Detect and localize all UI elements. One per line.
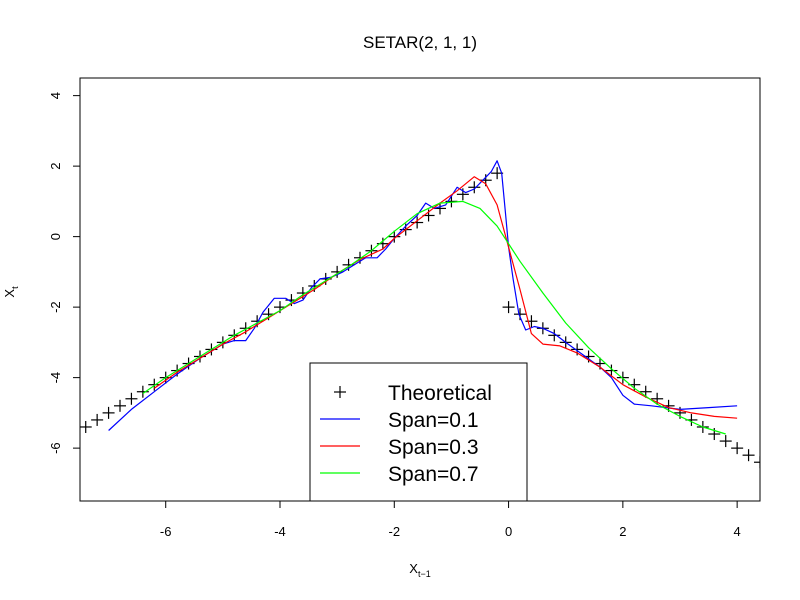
legend-label: Theoretical (388, 382, 492, 405)
point-marker (468, 181, 481, 194)
point-marker (525, 315, 538, 328)
point-marker (754, 456, 760, 469)
x-tick-label: -2 (389, 524, 401, 539)
legend-marker (334, 386, 346, 398)
y-axis: -6 -4 -2 0 2 4 (48, 92, 80, 454)
point-marker (114, 399, 126, 412)
y-tick-label: -2 (48, 301, 63, 313)
series-line-span-0-7 (142, 200, 726, 435)
y-tick-label: -4 (48, 372, 63, 384)
y-tick-label: 4 (48, 92, 63, 99)
point-marker (514, 308, 526, 321)
legend-box (309, 362, 528, 502)
legend-item: Theoretical (334, 382, 492, 405)
x-tick-label: 4 (734, 524, 741, 539)
point-marker (502, 301, 515, 314)
y-tick-label: -6 (48, 442, 63, 454)
legend-item: Span=0.3 (320, 436, 479, 459)
series-line-span-0-1 (108, 160, 738, 431)
x-tick-label: 0 (505, 524, 512, 539)
point-marker (605, 364, 618, 377)
legend-label: Span=0.1 (388, 409, 479, 432)
point-marker (388, 230, 401, 243)
x-tick-label: -6 (160, 524, 172, 539)
point-marker (148, 378, 161, 391)
y-tick-label: 2 (48, 163, 63, 170)
point-marker (651, 392, 664, 405)
point-marker (742, 449, 755, 462)
legend: Theoretical Span=0.1 Span=0.3 Span=0.7 (309, 362, 528, 502)
point-marker (616, 371, 629, 384)
point-marker (719, 435, 732, 448)
chart-title: SETAR(2, 1, 1) (363, 33, 477, 52)
legend-item: Span=0.7 (320, 463, 479, 486)
point-marker (80, 420, 92, 433)
series-line-span-0-3 (153, 176, 738, 419)
point-marker (102, 406, 115, 419)
point-marker (411, 216, 424, 229)
point-marker (136, 385, 149, 398)
legend-label: Span=0.3 (388, 436, 479, 459)
point-marker (239, 322, 252, 335)
point-marker (91, 413, 104, 426)
x-tick-label: -4 (274, 524, 286, 539)
y-tick-label: 0 (48, 233, 63, 240)
point-marker (548, 329, 561, 342)
x-tick-label: 2 (619, 524, 626, 539)
x-axis-label: Xt−1 (409, 561, 430, 579)
x-axis: -6 -4 -2 0 2 4 (160, 501, 741, 539)
point-marker (125, 392, 138, 405)
point-marker (731, 442, 744, 455)
y-axis-label: Xt (2, 286, 20, 298)
legend-label: Span=0.7 (388, 463, 479, 486)
legend-item: Span=0.1 (320, 409, 479, 432)
